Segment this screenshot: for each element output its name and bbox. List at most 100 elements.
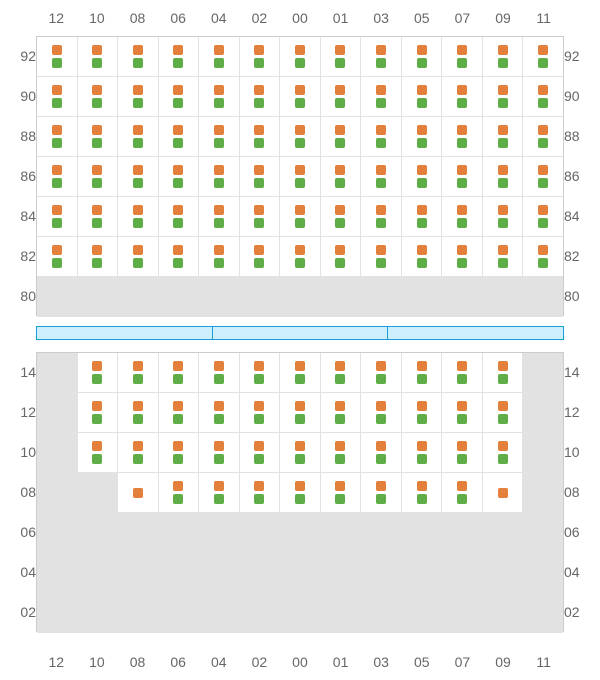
cell[interactable] [402, 117, 443, 156]
cell[interactable] [118, 353, 159, 392]
cell[interactable] [442, 157, 483, 196]
cell[interactable] [118, 433, 159, 472]
cell[interactable] [280, 157, 321, 196]
cell[interactable] [118, 393, 159, 432]
cell[interactable] [483, 237, 524, 276]
cell[interactable] [240, 433, 281, 472]
cell[interactable] [361, 197, 402, 236]
cell[interactable] [159, 117, 200, 156]
cell[interactable] [159, 157, 200, 196]
cell[interactable] [280, 37, 321, 76]
cell[interactable] [321, 117, 362, 156]
cell[interactable] [402, 37, 443, 76]
cell[interactable] [321, 37, 362, 76]
cell[interactable] [483, 77, 524, 116]
cell[interactable] [37, 197, 78, 236]
cell[interactable] [37, 37, 78, 76]
cell[interactable] [402, 473, 443, 512]
cell[interactable] [78, 37, 119, 76]
cell[interactable] [402, 393, 443, 432]
cell[interactable] [118, 237, 159, 276]
cell[interactable] [78, 77, 119, 116]
cell[interactable] [78, 157, 119, 196]
cell[interactable] [321, 473, 362, 512]
cell[interactable] [159, 197, 200, 236]
cell[interactable] [483, 157, 524, 196]
cell[interactable] [442, 353, 483, 392]
cell[interactable] [361, 353, 402, 392]
cell[interactable] [118, 473, 159, 512]
cell[interactable] [78, 237, 119, 276]
cell[interactable] [321, 77, 362, 116]
cell[interactable] [280, 473, 321, 512]
cell[interactable] [37, 117, 78, 156]
cell[interactable] [118, 37, 159, 76]
cell[interactable] [37, 157, 78, 196]
cell[interactable] [321, 433, 362, 472]
cell[interactable] [240, 37, 281, 76]
cell[interactable] [37, 77, 78, 116]
cell[interactable] [361, 237, 402, 276]
cell[interactable] [199, 237, 240, 276]
cell[interactable] [159, 353, 200, 392]
cell[interactable] [402, 197, 443, 236]
cell[interactable] [240, 473, 281, 512]
cell[interactable] [321, 353, 362, 392]
cell[interactable] [159, 393, 200, 432]
cell[interactable] [483, 353, 524, 392]
cell[interactable] [118, 197, 159, 236]
cell[interactable] [78, 393, 119, 432]
cell[interactable] [280, 433, 321, 472]
cell[interactable] [442, 37, 483, 76]
cell[interactable] [523, 237, 563, 276]
cell[interactable] [78, 117, 119, 156]
cell[interactable] [402, 157, 443, 196]
cell[interactable] [523, 157, 563, 196]
cell[interactable] [159, 433, 200, 472]
cell[interactable] [240, 197, 281, 236]
cell[interactable] [118, 117, 159, 156]
cell[interactable] [402, 77, 443, 116]
cell[interactable] [78, 353, 119, 392]
cell[interactable] [442, 237, 483, 276]
cell[interactable] [280, 393, 321, 432]
cell[interactable] [523, 117, 563, 156]
cell[interactable] [523, 197, 563, 236]
cell[interactable] [118, 77, 159, 116]
cell[interactable] [280, 197, 321, 236]
cell[interactable] [199, 393, 240, 432]
cell[interactable] [321, 237, 362, 276]
cell[interactable] [321, 157, 362, 196]
cell[interactable] [361, 37, 402, 76]
cell[interactable] [240, 157, 281, 196]
cell[interactable] [483, 37, 524, 76]
cell[interactable] [78, 197, 119, 236]
cell[interactable] [483, 117, 524, 156]
cell[interactable] [199, 197, 240, 236]
cell[interactable] [240, 393, 281, 432]
cell[interactable] [361, 117, 402, 156]
cell[interactable] [78, 433, 119, 472]
cell[interactable] [442, 393, 483, 432]
cell[interactable] [199, 37, 240, 76]
cell[interactable] [199, 473, 240, 512]
cell[interactable] [159, 473, 200, 512]
cell[interactable] [159, 37, 200, 76]
cell[interactable] [159, 77, 200, 116]
cell[interactable] [199, 433, 240, 472]
cell[interactable] [280, 237, 321, 276]
cell[interactable] [483, 393, 524, 432]
cell[interactable] [240, 77, 281, 116]
cell[interactable] [523, 37, 563, 76]
cell[interactable] [361, 433, 402, 472]
cell[interactable] [37, 237, 78, 276]
cell[interactable] [199, 77, 240, 116]
cell[interactable] [240, 353, 281, 392]
cell[interactable] [442, 117, 483, 156]
cell[interactable] [280, 77, 321, 116]
cell[interactable] [442, 473, 483, 512]
cell[interactable] [240, 237, 281, 276]
cell[interactable] [321, 393, 362, 432]
cell[interactable] [280, 353, 321, 392]
cell[interactable] [361, 393, 402, 432]
